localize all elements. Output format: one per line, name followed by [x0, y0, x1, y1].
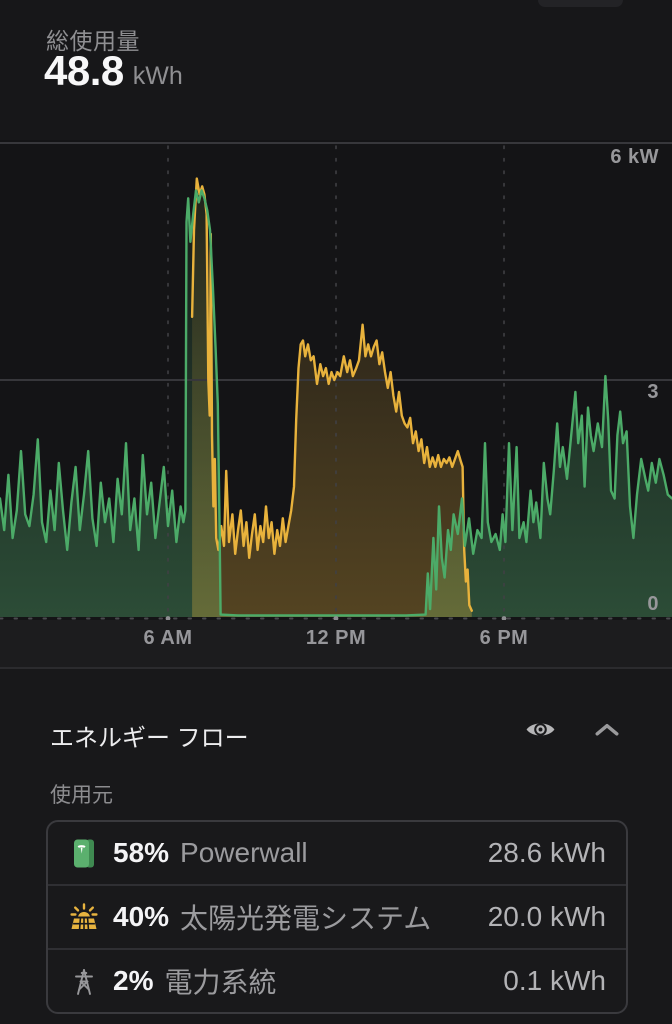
energy-flow-title: エネルギー フロー [50, 725, 249, 752]
source-name: Powerwall [180, 837, 308, 868]
eye-icon [525, 719, 556, 743]
grid-icon [68, 967, 100, 996]
solar-icon [68, 903, 100, 931]
x-axis-tick-label: 6 PM [479, 627, 529, 649]
energy-flow-section: エネルギー フロー 使用元 [0, 669, 672, 1024]
visibility-toggle-button[interactable] [515, 707, 565, 755]
total-usage-value-row: 48.8 kWh [44, 50, 183, 92]
source-row-powerwall: 58% Powerwall 28.6 kWh [48, 822, 626, 884]
x-axis-tick-label: 12 PM [305, 627, 367, 649]
source-row-solar: 40% 太陽光発電システム 20.0 kWh [48, 884, 626, 948]
source-percent: 40% [113, 901, 170, 932]
vertical-gridlines [167, 145, 505, 616]
x-axis-tick-dots [165, 616, 507, 621]
y-axis-tick-label: 0 [647, 593, 659, 615]
section-divider [0, 667, 672, 669]
y-axis-tick-label: 3 [647, 381, 659, 403]
source-percent: 58% [113, 837, 170, 868]
source-row-grid: 2% 電力系統 0.1 kWh [48, 948, 626, 1012]
usage-chart[interactable] [0, 140, 672, 625]
source-name: 電力系統 [164, 967, 277, 998]
powerwall-series-fill [0, 190, 672, 617]
total-usage-label: 総使用量 [46, 28, 140, 54]
usage-sources-card: 58% Powerwall 28.6 kWh [46, 820, 628, 1014]
source-value: 20.0 kWh [487, 901, 606, 932]
source-value: 0.1 kWh [503, 965, 606, 996]
x-axis-label-strip: 6 AM 12 PM 6 PM [0, 620, 672, 667]
source-name: 太陽光発電システム [180, 903, 432, 934]
y-axis-tick-label: 6 kW [610, 146, 659, 168]
solar-series-fill [192, 178, 472, 617]
total-usage-unit: kWh [132, 62, 183, 90]
chevron-up-icon [595, 723, 619, 739]
x-axis-tick-label: 6 AM [143, 627, 193, 649]
source-percent: 2% [113, 965, 154, 996]
source-value: 28.6 kWh [487, 837, 606, 868]
partial-top-control [538, 0, 623, 7]
total-usage-value: 48.8 [44, 47, 124, 94]
solar-series-line [190, 177, 473, 612]
usage-source-label: 使用元 [50, 784, 113, 807]
collapse-section-button[interactable] [582, 707, 632, 755]
powerwall-icon [68, 838, 100, 869]
powerwall-series-line [0, 189, 672, 617]
